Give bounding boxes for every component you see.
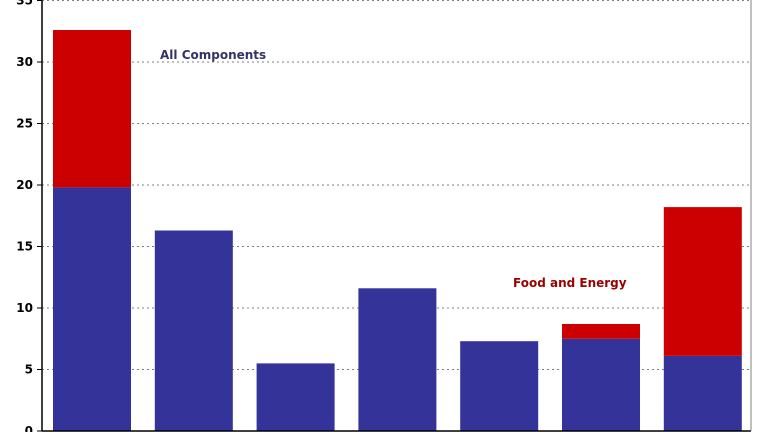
- bar-all-components-5: [460, 341, 539, 431]
- bar-all-components-6: [562, 338, 640, 432]
- bar-all-components-3: [256, 363, 335, 431]
- axes: [37, 0, 752, 432]
- y-tick-label-20: 20: [16, 178, 33, 192]
- y-tick-label-25: 25: [16, 117, 33, 131]
- bar-all-components-2: [154, 230, 233, 431]
- y-tick-label-5: 5: [25, 363, 33, 377]
- bar-all-components-7: [663, 356, 742, 431]
- bar-all-components-4: [358, 288, 437, 431]
- y-tick-label-30: 30: [16, 55, 33, 69]
- bar-food-and-energy-7: [663, 207, 742, 356]
- y-tick-label-15: 15: [16, 240, 33, 254]
- annotation-all-components: All Components: [160, 48, 266, 62]
- y-tick-label-0: 0: [25, 424, 33, 432]
- y-tick-label-10: 10: [16, 301, 33, 315]
- bar-all-components-1: [53, 187, 131, 431]
- annotation-food-and-energy: Food and Energy: [513, 276, 627, 290]
- y-tick-labels: 0 5 10 15 20 25 30 35: [16, 0, 33, 432]
- bar-food-and-energy-1: [53, 30, 131, 188]
- bar-food-and-energy-6: [562, 324, 640, 339]
- bars: [53, 30, 742, 432]
- y-tick-label-35: 35: [16, 0, 33, 8]
